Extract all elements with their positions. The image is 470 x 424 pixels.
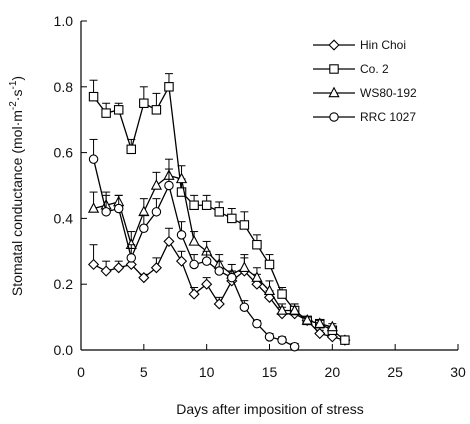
data-point-ws80-192 bbox=[251, 271, 263, 282]
data-point-hin-choi bbox=[87, 258, 100, 271]
data-point-hin-choi bbox=[113, 262, 125, 274]
series-ws80-192 bbox=[87, 158, 338, 332]
data-point-co-2 bbox=[264, 259, 275, 270]
data-point-hin-choi bbox=[251, 278, 263, 290]
data-point-co-2 bbox=[139, 98, 149, 109]
data-point-rrc-1027 bbox=[176, 230, 187, 240]
data-point-rrc-1027 bbox=[277, 335, 287, 345]
series-rrc-1027 bbox=[88, 138, 300, 352]
data-point-co-2 bbox=[340, 335, 350, 345]
data-point-co-2 bbox=[151, 105, 162, 115]
legend: Hin Choi Co. 2 WS80-192 RRC 1027 bbox=[313, 38, 417, 124]
data-point-co-2 bbox=[88, 91, 99, 102]
data-point-hin-choi bbox=[314, 327, 326, 340]
data-point-ws80-192 bbox=[175, 172, 188, 184]
data-point-ws80-192 bbox=[263, 284, 276, 296]
y-axis-label-exp1: -2 bbox=[8, 101, 19, 110]
legend-item-ws80-192: WS80-192 bbox=[313, 86, 417, 100]
y-axis-label-exp2: -1 bbox=[8, 80, 19, 89]
data-point-co-2 bbox=[252, 239, 262, 250]
y-tick-label: 0.4 bbox=[54, 210, 74, 226]
legend-label: RRC 1027 bbox=[360, 110, 416, 124]
data-point-rrc-1027 bbox=[189, 259, 199, 270]
legend-label: Co. 2 bbox=[360, 62, 389, 76]
data-point-ws80-192 bbox=[301, 314, 313, 325]
data-point-rrc-1027 bbox=[126, 253, 137, 263]
data-point-co-2 bbox=[189, 200, 199, 210]
data-point-rrc-1027 bbox=[227, 272, 237, 283]
plot-layer: 0.0 0.2 0.4 0.6 0.8 1.0 0 5 10 15 20 25 30 bbox=[54, 13, 466, 380]
y-tick-label: 0.8 bbox=[54, 79, 74, 95]
y-tick-label: 1.0 bbox=[54, 13, 74, 29]
x-tick-label: 25 bbox=[387, 364, 403, 380]
data-point-co-2 bbox=[201, 200, 212, 210]
data-point-ws80-192 bbox=[150, 179, 163, 190]
data-point-ws80-192 bbox=[326, 320, 338, 332]
data-point-rrc-1027 bbox=[113, 203, 124, 214]
y-axis-label-end: ) bbox=[9, 76, 25, 81]
data-point-hin-choi bbox=[175, 255, 188, 267]
y-tick-label: 0.2 bbox=[54, 276, 74, 292]
legend-item-rrc-1027: RRC 1027 bbox=[313, 110, 416, 124]
data-point-rrc-1027 bbox=[214, 266, 224, 276]
data-point-co-2 bbox=[277, 289, 287, 299]
legend-label: WS80-192 bbox=[360, 86, 417, 100]
x-tick-label: 15 bbox=[262, 364, 278, 380]
data-point-rrc-1027 bbox=[252, 318, 262, 329]
data-point-hin-choi bbox=[213, 298, 225, 310]
x-tick-label: 10 bbox=[199, 364, 215, 380]
y-axis-label-mid: ·s bbox=[9, 90, 25, 102]
data-point-ws80-192 bbox=[276, 304, 288, 315]
data-point-hin-choi bbox=[100, 265, 112, 277]
legend-item-co-2: Co. 2 bbox=[313, 62, 389, 76]
data-point-ws80-192 bbox=[314, 317, 326, 328]
series-line-rrc-1027 bbox=[92, 159, 295, 348]
data-point-co-2 bbox=[214, 207, 224, 217]
data-point-rrc-1027 bbox=[239, 302, 250, 312]
x-tick-label: 0 bbox=[77, 364, 85, 380]
data-point-co-2 bbox=[227, 213, 237, 224]
x-axis-label: Days after imposition of stress bbox=[176, 401, 364, 417]
data-point-co-2 bbox=[113, 105, 124, 115]
data-point-rrc-1027 bbox=[151, 207, 162, 217]
y-tick-label: 0.0 bbox=[54, 342, 74, 358]
legend-label: Hin Choi bbox=[360, 38, 406, 52]
data-point-co-2 bbox=[126, 144, 137, 155]
data-point-rrc-1027 bbox=[101, 207, 111, 217]
data-point-rrc-1027 bbox=[201, 256, 212, 266]
data-point-hin-choi bbox=[188, 288, 200, 300]
data-point-ws80-192 bbox=[138, 205, 150, 217]
x-tick-label: 30 bbox=[450, 364, 466, 380]
legend-marker-ws80-192 bbox=[328, 86, 340, 98]
legend-item-hin-choi: Hin Choi bbox=[313, 38, 406, 52]
legend-marker-co-2 bbox=[329, 64, 339, 74]
data-point-ws80-192 bbox=[238, 261, 250, 273]
data-point-ws80-192 bbox=[188, 235, 200, 246]
data-point-hin-choi bbox=[163, 235, 175, 248]
y-axis-label-main: Stomatal conductance (mol·m bbox=[9, 110, 25, 296]
data-point-co-2 bbox=[176, 187, 187, 197]
data-point-rrc-1027 bbox=[139, 223, 149, 234]
data-point-hin-choi bbox=[150, 262, 162, 274]
y-axis-label: Stomatal conductance (mol·m-2·s-1) bbox=[8, 76, 25, 296]
data-point-rrc-1027 bbox=[289, 341, 300, 352]
data-point-co-2 bbox=[101, 108, 111, 118]
data-point-co-2 bbox=[164, 82, 174, 92]
data-point-rrc-1027 bbox=[164, 180, 174, 191]
y-tick-label: 0.6 bbox=[54, 145, 74, 161]
x-tick-label: 5 bbox=[140, 364, 148, 380]
x-tick-label: 20 bbox=[325, 364, 341, 380]
legend-marker-hin-choi bbox=[328, 39, 340, 51]
data-point-hin-choi bbox=[201, 278, 213, 290]
data-point-rrc-1027 bbox=[264, 332, 275, 342]
data-point-hin-choi bbox=[138, 272, 150, 284]
data-point-ws80-192 bbox=[289, 304, 301, 315]
data-point-rrc-1027 bbox=[88, 154, 99, 164]
data-point-co-2 bbox=[239, 220, 250, 230]
data-point-ws80-192 bbox=[87, 202, 100, 213]
legend-marker-rrc-1027 bbox=[329, 112, 339, 122]
data-point-hin-choi bbox=[125, 258, 137, 271]
